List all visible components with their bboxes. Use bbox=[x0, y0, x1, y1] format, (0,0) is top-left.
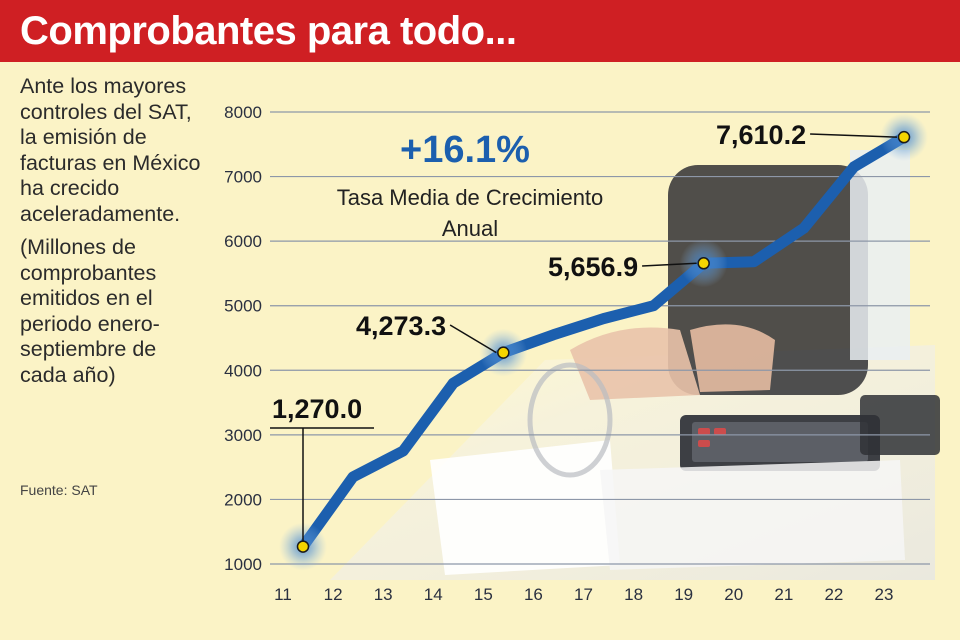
growth-rate-value: +16.1% bbox=[400, 129, 530, 171]
x-tick-label: 17 bbox=[574, 585, 593, 604]
y-tick-label: 5000 bbox=[224, 297, 262, 316]
growth-rate-label-line2: Anual bbox=[442, 216, 498, 241]
series-line bbox=[297, 131, 910, 553]
y-tick-label: 1000 bbox=[224, 555, 262, 574]
label-leader bbox=[642, 262, 697, 267]
keyboard-shape bbox=[860, 395, 940, 455]
x-tick-label: 18 bbox=[624, 585, 643, 604]
data-label: 7,610.2 bbox=[716, 120, 806, 150]
x-tick-label: 20 bbox=[724, 585, 743, 604]
description-text: Ante los mayores controles del SAT, la e… bbox=[20, 74, 201, 226]
data-label: 4,273.3 bbox=[356, 311, 446, 341]
growth-rate-label-line1: Tasa Media de Crecimiento bbox=[337, 185, 604, 210]
background-photo bbox=[330, 150, 940, 580]
grid-lines bbox=[270, 111, 930, 565]
label-leader bbox=[449, 324, 497, 354]
x-tick-label: 14 bbox=[424, 585, 443, 604]
label-leader bbox=[810, 133, 898, 138]
x-tick-label: 15 bbox=[474, 585, 493, 604]
units-text: (Millones de comprobantes emitidos en el… bbox=[20, 235, 160, 387]
source-text: Fuente: SAT bbox=[20, 482, 98, 498]
x-tick-label: 22 bbox=[824, 585, 843, 604]
data-label: 1,270.0 bbox=[272, 394, 362, 424]
paper-sheet-2 bbox=[600, 460, 905, 570]
data-point-marker bbox=[697, 257, 710, 270]
x-axis: 11 12 13 14 15 16 17 18 19 20 21 22 23 bbox=[274, 585, 893, 604]
y-axis: 8000 7000 6000 5000 4000 3000 2000 1000 bbox=[224, 103, 262, 574]
x-tick-label: 23 bbox=[875, 585, 894, 604]
y-tick-label: 8000 bbox=[224, 103, 262, 122]
binder-ring bbox=[527, 362, 613, 478]
paper-sheet bbox=[430, 440, 620, 575]
page-title: Comprobantes para todo... bbox=[20, 9, 517, 53]
data-points bbox=[279, 113, 928, 571]
x-tick-label: 21 bbox=[774, 585, 793, 604]
data-point-marker bbox=[897, 130, 911, 144]
x-tick-label: 13 bbox=[374, 585, 393, 604]
x-tick-label: 12 bbox=[324, 585, 343, 604]
y-tick-label: 6000 bbox=[224, 232, 262, 251]
data-point-marker bbox=[497, 346, 510, 359]
y-tick-label: 3000 bbox=[224, 426, 262, 445]
data-labels: 1,270.0 4,273.3 5,656.9 7,610.2 bbox=[270, 120, 898, 541]
header-bar: Comprobantes para todo... bbox=[0, 0, 960, 62]
x-tick-label: 19 bbox=[674, 585, 693, 604]
y-tick-label: 4000 bbox=[224, 361, 262, 380]
y-tick-label: 2000 bbox=[224, 490, 262, 509]
data-label: 5,656.9 bbox=[548, 252, 638, 282]
series-polyline bbox=[297, 131, 910, 553]
x-tick-label: 11 bbox=[274, 585, 292, 604]
sidebar-text: Ante los mayores controles del SAT, la e… bbox=[20, 74, 202, 396]
x-tick-label: 16 bbox=[524, 585, 543, 604]
data-point-marker bbox=[296, 540, 310, 553]
hand-shape-2 bbox=[690, 324, 775, 392]
hand-shape bbox=[570, 327, 700, 400]
y-tick-label: 7000 bbox=[224, 168, 262, 187]
binders-shape bbox=[850, 150, 910, 360]
